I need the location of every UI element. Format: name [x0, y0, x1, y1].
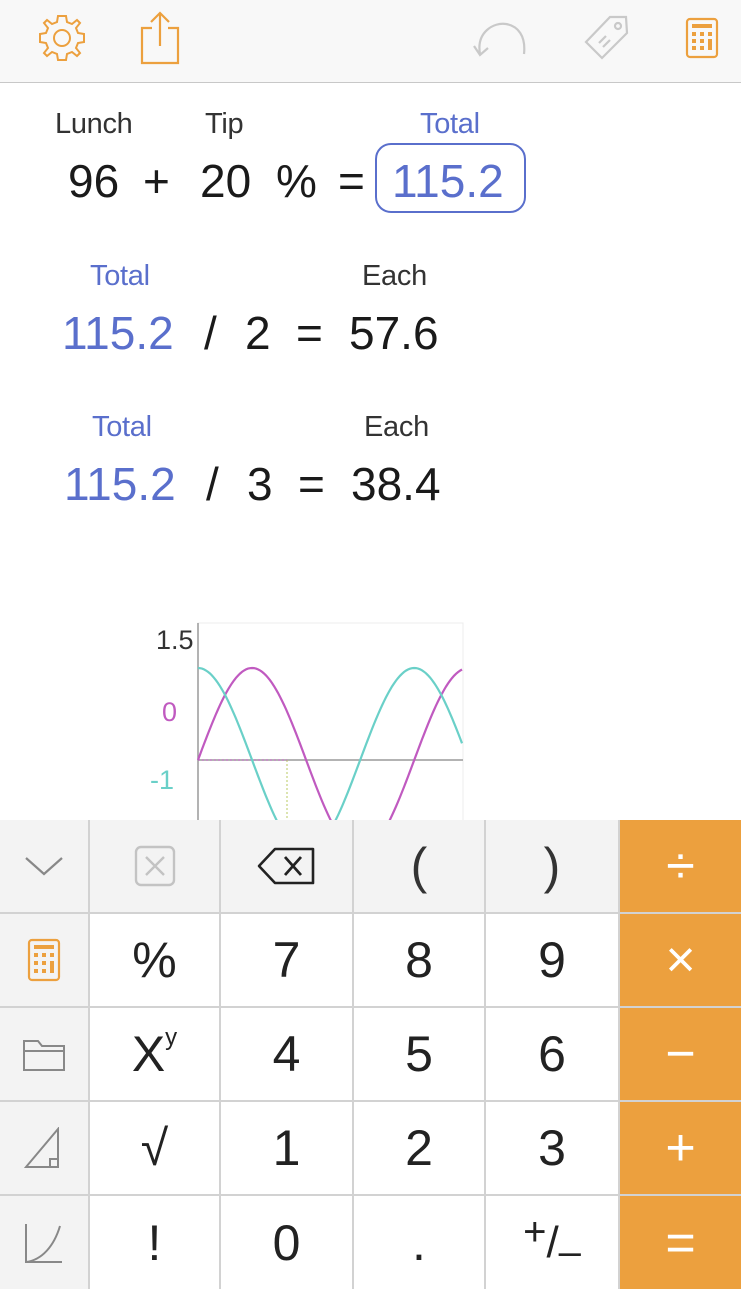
- folder-icon: [23, 1040, 65, 1071]
- open-paren-key[interactable]: (: [354, 820, 484, 912]
- y-tick-label: -1: [150, 765, 175, 795]
- saved-files-button[interactable]: [0, 1008, 88, 1100]
- plus-minus-key[interactable]: + / –: [486, 1196, 618, 1289]
- result-label: Each: [362, 260, 427, 292]
- variable-label: Total: [92, 411, 152, 443]
- tag-icon: [578, 10, 634, 66]
- equals-sign: =: [296, 307, 323, 359]
- operand[interactable]: 96: [68, 155, 120, 207]
- percent-key[interactable]: %: [90, 914, 219, 1006]
- share-icon[interactable]: [132, 10, 188, 66]
- operator: /: [206, 458, 219, 510]
- operand[interactable]: 3: [247, 458, 273, 510]
- operand[interactable]: 2: [245, 307, 271, 359]
- close-paren-key[interactable]: ): [486, 820, 618, 912]
- calculator-mode-button[interactable]: [0, 914, 88, 1006]
- gear-icon[interactable]: [34, 10, 90, 66]
- factorial-key[interactable]: !: [90, 1196, 219, 1289]
- decimal-point-key[interactable]: .: [354, 1196, 484, 1289]
- graphing-button[interactable]: [0, 1196, 88, 1289]
- multiply-key[interactable]: ×: [620, 914, 741, 1006]
- variable-label: Lunch: [55, 108, 133, 140]
- calculator-icon: [27, 938, 61, 982]
- graph-plot-area[interactable]: [140, 615, 480, 820]
- add-key[interactable]: +: [620, 1102, 741, 1194]
- digit-0-key[interactable]: 0: [221, 1196, 352, 1289]
- operator: /: [204, 307, 217, 359]
- equals-sign: =: [338, 155, 365, 207]
- variable-label: Tip: [205, 108, 244, 140]
- triangle-icon: [24, 1127, 59, 1168]
- result-label: Total: [420, 108, 480, 140]
- digit-7-key[interactable]: 7: [221, 914, 352, 1006]
- undo-icon: [472, 10, 528, 66]
- backspace-button[interactable]: [221, 820, 352, 912]
- digit-2-key[interactable]: 2: [354, 1102, 484, 1194]
- toolbar: [0, 0, 741, 83]
- operand-reference[interactable]: 115.2: [64, 458, 176, 510]
- digit-8-key[interactable]: 8: [354, 914, 484, 1006]
- power-key-base: X: [131, 1026, 166, 1082]
- plus-minus-slash: /: [546, 1217, 559, 1267]
- series-line-cos: [197, 666, 464, 820]
- result-value[interactable]: 57.6: [349, 307, 439, 359]
- y-tick-label: 1.5: [156, 625, 194, 655]
- series-line-sin: [196, 666, 463, 820]
- plus-minus-minus: –: [558, 1230, 581, 1274]
- divide-key[interactable]: ÷: [620, 820, 741, 912]
- result-value[interactable]: 38.4: [351, 458, 441, 510]
- trigonometry-button[interactable]: [0, 1102, 88, 1194]
- result-value[interactable]: 115.2: [392, 155, 504, 207]
- square-root-key[interactable]: √: [90, 1102, 219, 1194]
- digit-4-key[interactable]: 4: [221, 1008, 352, 1100]
- calculator-icon[interactable]: [674, 10, 730, 66]
- clear-icon: [134, 845, 175, 887]
- digit-9-key[interactable]: 9: [486, 914, 618, 1006]
- backspace-icon: [257, 847, 314, 885]
- digit-5-key[interactable]: 5: [354, 1008, 484, 1100]
- curve-icon: [25, 1223, 62, 1263]
- operator: +: [143, 155, 170, 207]
- power-key-exponent: y: [165, 1024, 178, 1051]
- operand[interactable]: 20: [200, 155, 252, 207]
- chevron-down-icon: [25, 857, 63, 876]
- selected-result-box[interactable]: [375, 143, 526, 213]
- equals-sign: =: [298, 458, 325, 510]
- collapse-keypad-button[interactable]: [0, 820, 88, 912]
- digit-6-key[interactable]: 6: [486, 1008, 618, 1100]
- y-tick-label: 0: [162, 697, 178, 727]
- operand-reference[interactable]: 115.2: [62, 307, 174, 359]
- digit-3-key[interactable]: 3: [486, 1102, 618, 1194]
- subtract-key[interactable]: −: [620, 1008, 741, 1100]
- result-label: Each: [364, 411, 429, 443]
- clear-button[interactable]: [90, 820, 219, 912]
- plus-minus-plus: +: [523, 1210, 547, 1254]
- variable-label: Total: [90, 260, 150, 292]
- function-graph[interactable]: 1.5 0 -1: [140, 615, 480, 820]
- operator: %: [276, 155, 317, 207]
- digit-1-key[interactable]: 1: [221, 1102, 352, 1194]
- equals-key[interactable]: =: [620, 1196, 741, 1289]
